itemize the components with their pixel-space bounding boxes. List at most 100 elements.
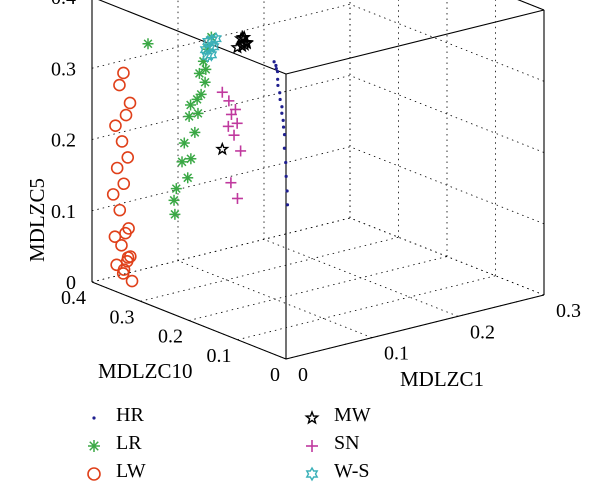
series-sn xyxy=(216,86,247,204)
series-w-s xyxy=(199,31,222,64)
data-point xyxy=(278,97,282,102)
data-point xyxy=(121,151,135,164)
z-tick-label: 0 xyxy=(66,272,76,294)
series-lw xyxy=(106,66,139,288)
series-hr xyxy=(272,60,290,207)
data-point xyxy=(285,189,289,193)
legend-marker-shape xyxy=(305,466,319,482)
y-tick-label: 0 xyxy=(270,364,280,386)
tick-labels: 00.10.20.300.10.20.30.400.10.20.30.4 xyxy=(51,0,581,386)
legend-marker-shape xyxy=(92,416,96,420)
grid-line xyxy=(140,236,399,302)
z-tick-label: 0.4 xyxy=(51,0,76,9)
grid-line xyxy=(188,256,448,321)
data-point xyxy=(215,141,230,156)
data-point xyxy=(170,183,182,195)
data-point xyxy=(200,63,212,75)
x-tick-label: 0.1 xyxy=(384,343,409,365)
data-point xyxy=(113,78,126,92)
data-point xyxy=(201,49,214,64)
data-point xyxy=(125,274,139,288)
data-point xyxy=(225,108,237,120)
legend-label: W-S xyxy=(334,460,370,482)
axes-box xyxy=(91,0,545,360)
legend-marker xyxy=(88,440,100,452)
y-tick-label: 0.1 xyxy=(207,345,232,367)
data-point xyxy=(231,192,243,204)
data-point xyxy=(123,96,137,110)
data-point xyxy=(282,146,287,150)
data-point xyxy=(230,40,245,54)
data-point xyxy=(235,145,247,157)
data-point xyxy=(275,69,280,74)
data-point xyxy=(106,188,120,201)
data-point xyxy=(185,153,197,165)
data-point xyxy=(113,203,127,217)
data-point xyxy=(276,83,280,88)
x-axis-label: MDLZC1 xyxy=(400,367,484,391)
data-point xyxy=(216,86,228,98)
series-lr xyxy=(142,31,217,220)
data-point xyxy=(115,135,129,148)
grid-line xyxy=(237,275,496,341)
series-mw xyxy=(215,29,254,156)
legend-label: LR xyxy=(116,432,142,454)
data-point xyxy=(274,67,278,71)
data-point xyxy=(189,126,201,138)
data-point xyxy=(281,118,285,122)
data-point xyxy=(109,119,122,132)
data-point xyxy=(280,111,284,115)
legend-marker xyxy=(87,467,101,481)
data-point xyxy=(222,120,234,132)
z-tick-label: 0.3 xyxy=(51,58,76,80)
y-tick-label: 0.4 xyxy=(61,287,86,309)
axes-box-edge xyxy=(98,0,287,75)
y-tick-label: 0.3 xyxy=(110,306,135,328)
data-point xyxy=(276,77,280,81)
data-point xyxy=(108,230,122,243)
data-point xyxy=(193,67,205,79)
grid-line xyxy=(91,146,351,212)
data-point xyxy=(272,60,276,64)
x-tick-label: 0.2 xyxy=(470,321,495,343)
legend-marker xyxy=(92,416,96,420)
data-point xyxy=(223,95,235,107)
data-point xyxy=(199,42,212,57)
data-point xyxy=(169,208,181,220)
data-point xyxy=(282,132,287,137)
data-point xyxy=(285,203,290,207)
data-point xyxy=(119,108,133,122)
y-axis-label: MDLZC10 xyxy=(98,359,193,383)
data-point xyxy=(115,239,128,252)
data-point xyxy=(228,129,240,141)
x-tick-label: 0 xyxy=(298,364,308,386)
data-point xyxy=(110,161,124,175)
legend-marker xyxy=(305,466,319,482)
data-point xyxy=(281,125,286,129)
data-point xyxy=(192,107,204,119)
data-point xyxy=(117,263,131,276)
legend-label: HR xyxy=(116,404,144,426)
data-point xyxy=(117,66,130,80)
data-point xyxy=(121,251,135,264)
data-point xyxy=(225,177,237,189)
data-point xyxy=(176,156,188,168)
data-point xyxy=(178,137,190,149)
data-point xyxy=(280,105,284,109)
data-point xyxy=(284,174,288,178)
legend-label: SN xyxy=(334,432,360,454)
axes-box-edge xyxy=(91,281,287,360)
y-tick-label: 0.2 xyxy=(158,326,183,348)
data-point xyxy=(142,38,154,50)
legend-label: MW xyxy=(334,404,371,426)
data-point xyxy=(117,177,131,191)
data-points xyxy=(106,29,290,288)
grid-line xyxy=(91,217,351,283)
legend-marker-shape xyxy=(304,410,320,425)
legend-marker xyxy=(304,410,320,425)
legend-marker-shape xyxy=(306,440,318,452)
data-point xyxy=(278,91,282,95)
axes-box-edge xyxy=(285,294,545,360)
grid-line xyxy=(349,3,545,82)
